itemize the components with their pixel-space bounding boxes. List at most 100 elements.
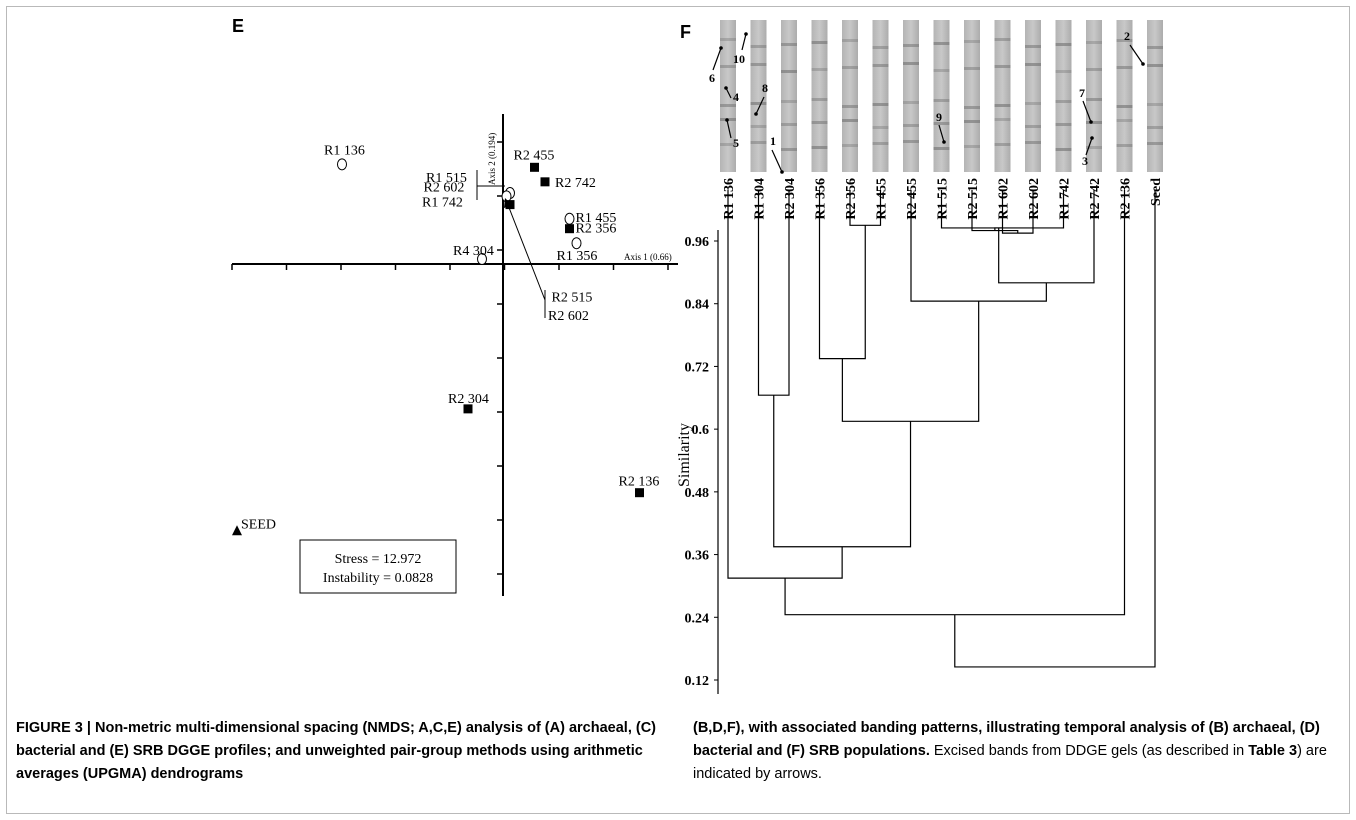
nmds-label-r1-515: R1 515 [426, 171, 467, 186]
gel-band [964, 145, 980, 148]
gel-band [750, 141, 767, 144]
leaf-label-r2-742: R2 742 [1088, 178, 1103, 220]
gel-band [872, 126, 889, 129]
gel-band [720, 143, 736, 146]
gel-lane-r1-602 [994, 20, 1011, 172]
gel-lane-r1-742 [1055, 20, 1072, 172]
band-number-10: 10 [733, 52, 745, 66]
leaf-label-r1-304: R1 304 [753, 178, 768, 220]
gel-band [811, 98, 828, 101]
leaf-label-r2-515: R2 515 [966, 178, 981, 220]
band-arrow-3 [1085, 137, 1093, 156]
similarity-tick-label: 0.84 [685, 298, 710, 313]
similarity-tick-label: 0.24 [685, 611, 710, 626]
leaf-label-r1-515: R1 515 [936, 178, 951, 220]
leaf-label-r2-136: R2 136 [1119, 178, 1134, 220]
gel-band [1025, 141, 1041, 144]
gel-band [903, 62, 919, 65]
gel-band [933, 122, 950, 125]
band-number-2: 2 [1124, 29, 1130, 43]
band-arrowhead-2 [1141, 62, 1145, 66]
similarity-tick-label: 0.12 [685, 674, 710, 689]
band-arrowhead-6 [719, 46, 723, 50]
band-arrow-5 [726, 119, 732, 139]
band-arrow-6 [712, 47, 722, 71]
gel-band [903, 44, 919, 47]
band-arrow-1 [771, 149, 783, 173]
band-arrow-4 [725, 87, 732, 99]
gel-band [750, 63, 767, 66]
stress-value: Stress = 12.972 [335, 552, 422, 567]
band-arrowhead-5 [725, 118, 729, 122]
gel-band [1116, 144, 1133, 147]
leaf-label-r2-455: R2 455 [905, 178, 920, 220]
nmds-point-r2-356 [565, 224, 574, 234]
dgge-gel-lanes [720, 20, 1163, 172]
gel-lane-r2-602 [1025, 20, 1041, 172]
leaf-label-r1-356: R1 356 [814, 178, 829, 220]
caption-right: (B,D,F), with associated banding pattern… [693, 717, 1348, 786]
gel-band [964, 106, 980, 109]
gel-band [903, 140, 919, 143]
leaf-label-r2-602: R2 602 [1027, 178, 1042, 220]
gel-band [1116, 105, 1133, 108]
gel-lane-r2-356 [842, 20, 858, 172]
nmds-label-r2-602-bottom: R2 602 [548, 309, 589, 324]
gel-lane-r2-515 [964, 20, 980, 172]
gel-band [842, 144, 858, 147]
gel-lane-r1-515 [933, 20, 950, 172]
gel-band [933, 99, 950, 102]
gel-band [1025, 45, 1041, 48]
gel-band [750, 125, 767, 128]
band-number-9: 9 [936, 110, 942, 124]
gel-band [964, 120, 980, 123]
gel-band [1055, 148, 1072, 151]
nmds-label-r1-136: R1 136 [324, 143, 365, 158]
nmds-label-r4-304: R4 304 [453, 244, 494, 259]
band-arrow-2 [1129, 44, 1144, 65]
gel-band [994, 104, 1011, 107]
nmds-leader-lines [476, 170, 546, 318]
nmds-point-r1-356 [571, 237, 582, 250]
gel-band [781, 43, 797, 46]
caption-right-text-2: ) are indicated by arrows. [693, 743, 1327, 782]
gel-band [1086, 98, 1102, 101]
gel-lane-r1-136 [720, 20, 736, 172]
nmds-ticks [231, 141, 669, 575]
gel-band [1055, 100, 1072, 103]
gel-band [933, 42, 950, 45]
gel-band [1025, 102, 1041, 105]
gel-band [872, 46, 889, 49]
gel-band [1055, 43, 1072, 46]
band-arrow-8 [755, 96, 765, 115]
band-arrow-7 [1082, 100, 1092, 123]
similarity-tick-label: 0.36 [685, 549, 710, 564]
gel-band [811, 121, 828, 124]
band-arrow-10 [741, 33, 747, 51]
similarity-tick-label: 0.96 [685, 235, 710, 250]
leaf-label-r1-136: R1 136 [722, 178, 737, 220]
leaf-label-r1-455: R1 455 [875, 178, 890, 220]
dendrogram-branch-m [727, 190, 843, 579]
nmds-label-r2-136: R2 136 [619, 475, 660, 490]
leaf-label-r2-304: R2 304 [783, 178, 798, 220]
gel-band [811, 41, 828, 44]
gel-band [1055, 123, 1072, 126]
band-number-7: 7 [1079, 86, 1085, 100]
gel-band [994, 143, 1011, 146]
nmds-label-r2-515: R2 515 [552, 291, 593, 306]
leaf-label-r2-356: R2 356 [844, 178, 859, 220]
figure-frame [6, 6, 1350, 814]
gel-lane-r1-304 [750, 20, 767, 172]
gel-band [750, 45, 767, 48]
band-number-3: 3 [1082, 154, 1088, 168]
gel-lane-seed [1147, 20, 1163, 172]
gel-band [842, 66, 858, 69]
gel-band [1086, 68, 1102, 71]
similarity-ticks: 0.96 0.84 0.72 0.6 0.48 0.36 0.24 0.12 [685, 235, 718, 689]
caption-right-text-1: Excised bands from DDGE gels (as describ… [929, 743, 1249, 759]
leaf-label-seed: Seed [1149, 178, 1164, 206]
nmds-label-r2-742: R2 742 [555, 176, 596, 191]
gel-band [750, 102, 767, 105]
